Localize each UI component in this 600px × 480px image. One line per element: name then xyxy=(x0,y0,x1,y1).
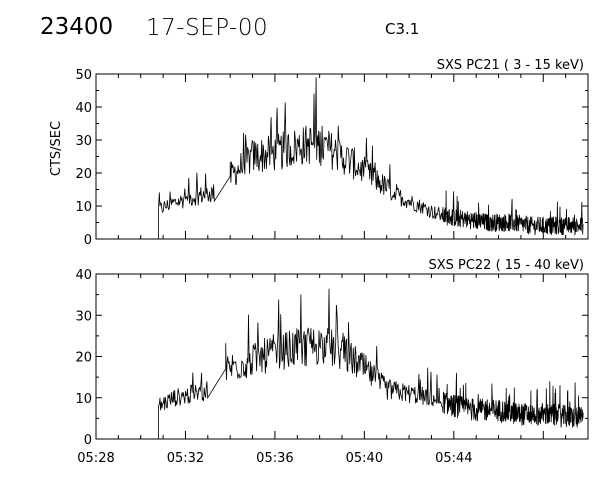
panel-title: SXS PC21 ( 3 - 15 keV) xyxy=(437,58,584,73)
x-tick-label: 05:36 xyxy=(256,451,293,466)
x-tick-label: 05:28 xyxy=(77,451,114,466)
y-tick-label: 0 xyxy=(84,433,92,448)
y-tick-label: 50 xyxy=(75,68,92,83)
y-tick-label: 0 xyxy=(84,233,92,248)
event-number: 23400 xyxy=(40,14,114,40)
x-tick-label: 05:32 xyxy=(167,451,204,466)
lightcurve-series xyxy=(158,77,584,239)
y-tick-label: 40 xyxy=(75,101,92,116)
y-tick-label: 20 xyxy=(75,351,92,366)
y-axis-label: CTS/SEC xyxy=(49,121,64,176)
y-tick-label: 40 xyxy=(75,268,92,283)
y-tick-label: 20 xyxy=(75,167,92,182)
y-tick-label: 10 xyxy=(75,200,92,215)
x-tick-label: 05:44 xyxy=(435,451,472,466)
y-tick-label: 30 xyxy=(75,134,92,149)
y-tick-label: 10 xyxy=(75,392,92,407)
goes-class: C3.1 xyxy=(385,20,420,38)
lightcurve-series xyxy=(158,288,584,439)
x-tick-label: 05:40 xyxy=(346,451,383,466)
panel-title: SXS PC22 ( 15 - 40 keV) xyxy=(428,258,584,273)
y-tick-label: 30 xyxy=(75,309,92,324)
observation-date: 17-SEP-00 xyxy=(146,15,269,41)
